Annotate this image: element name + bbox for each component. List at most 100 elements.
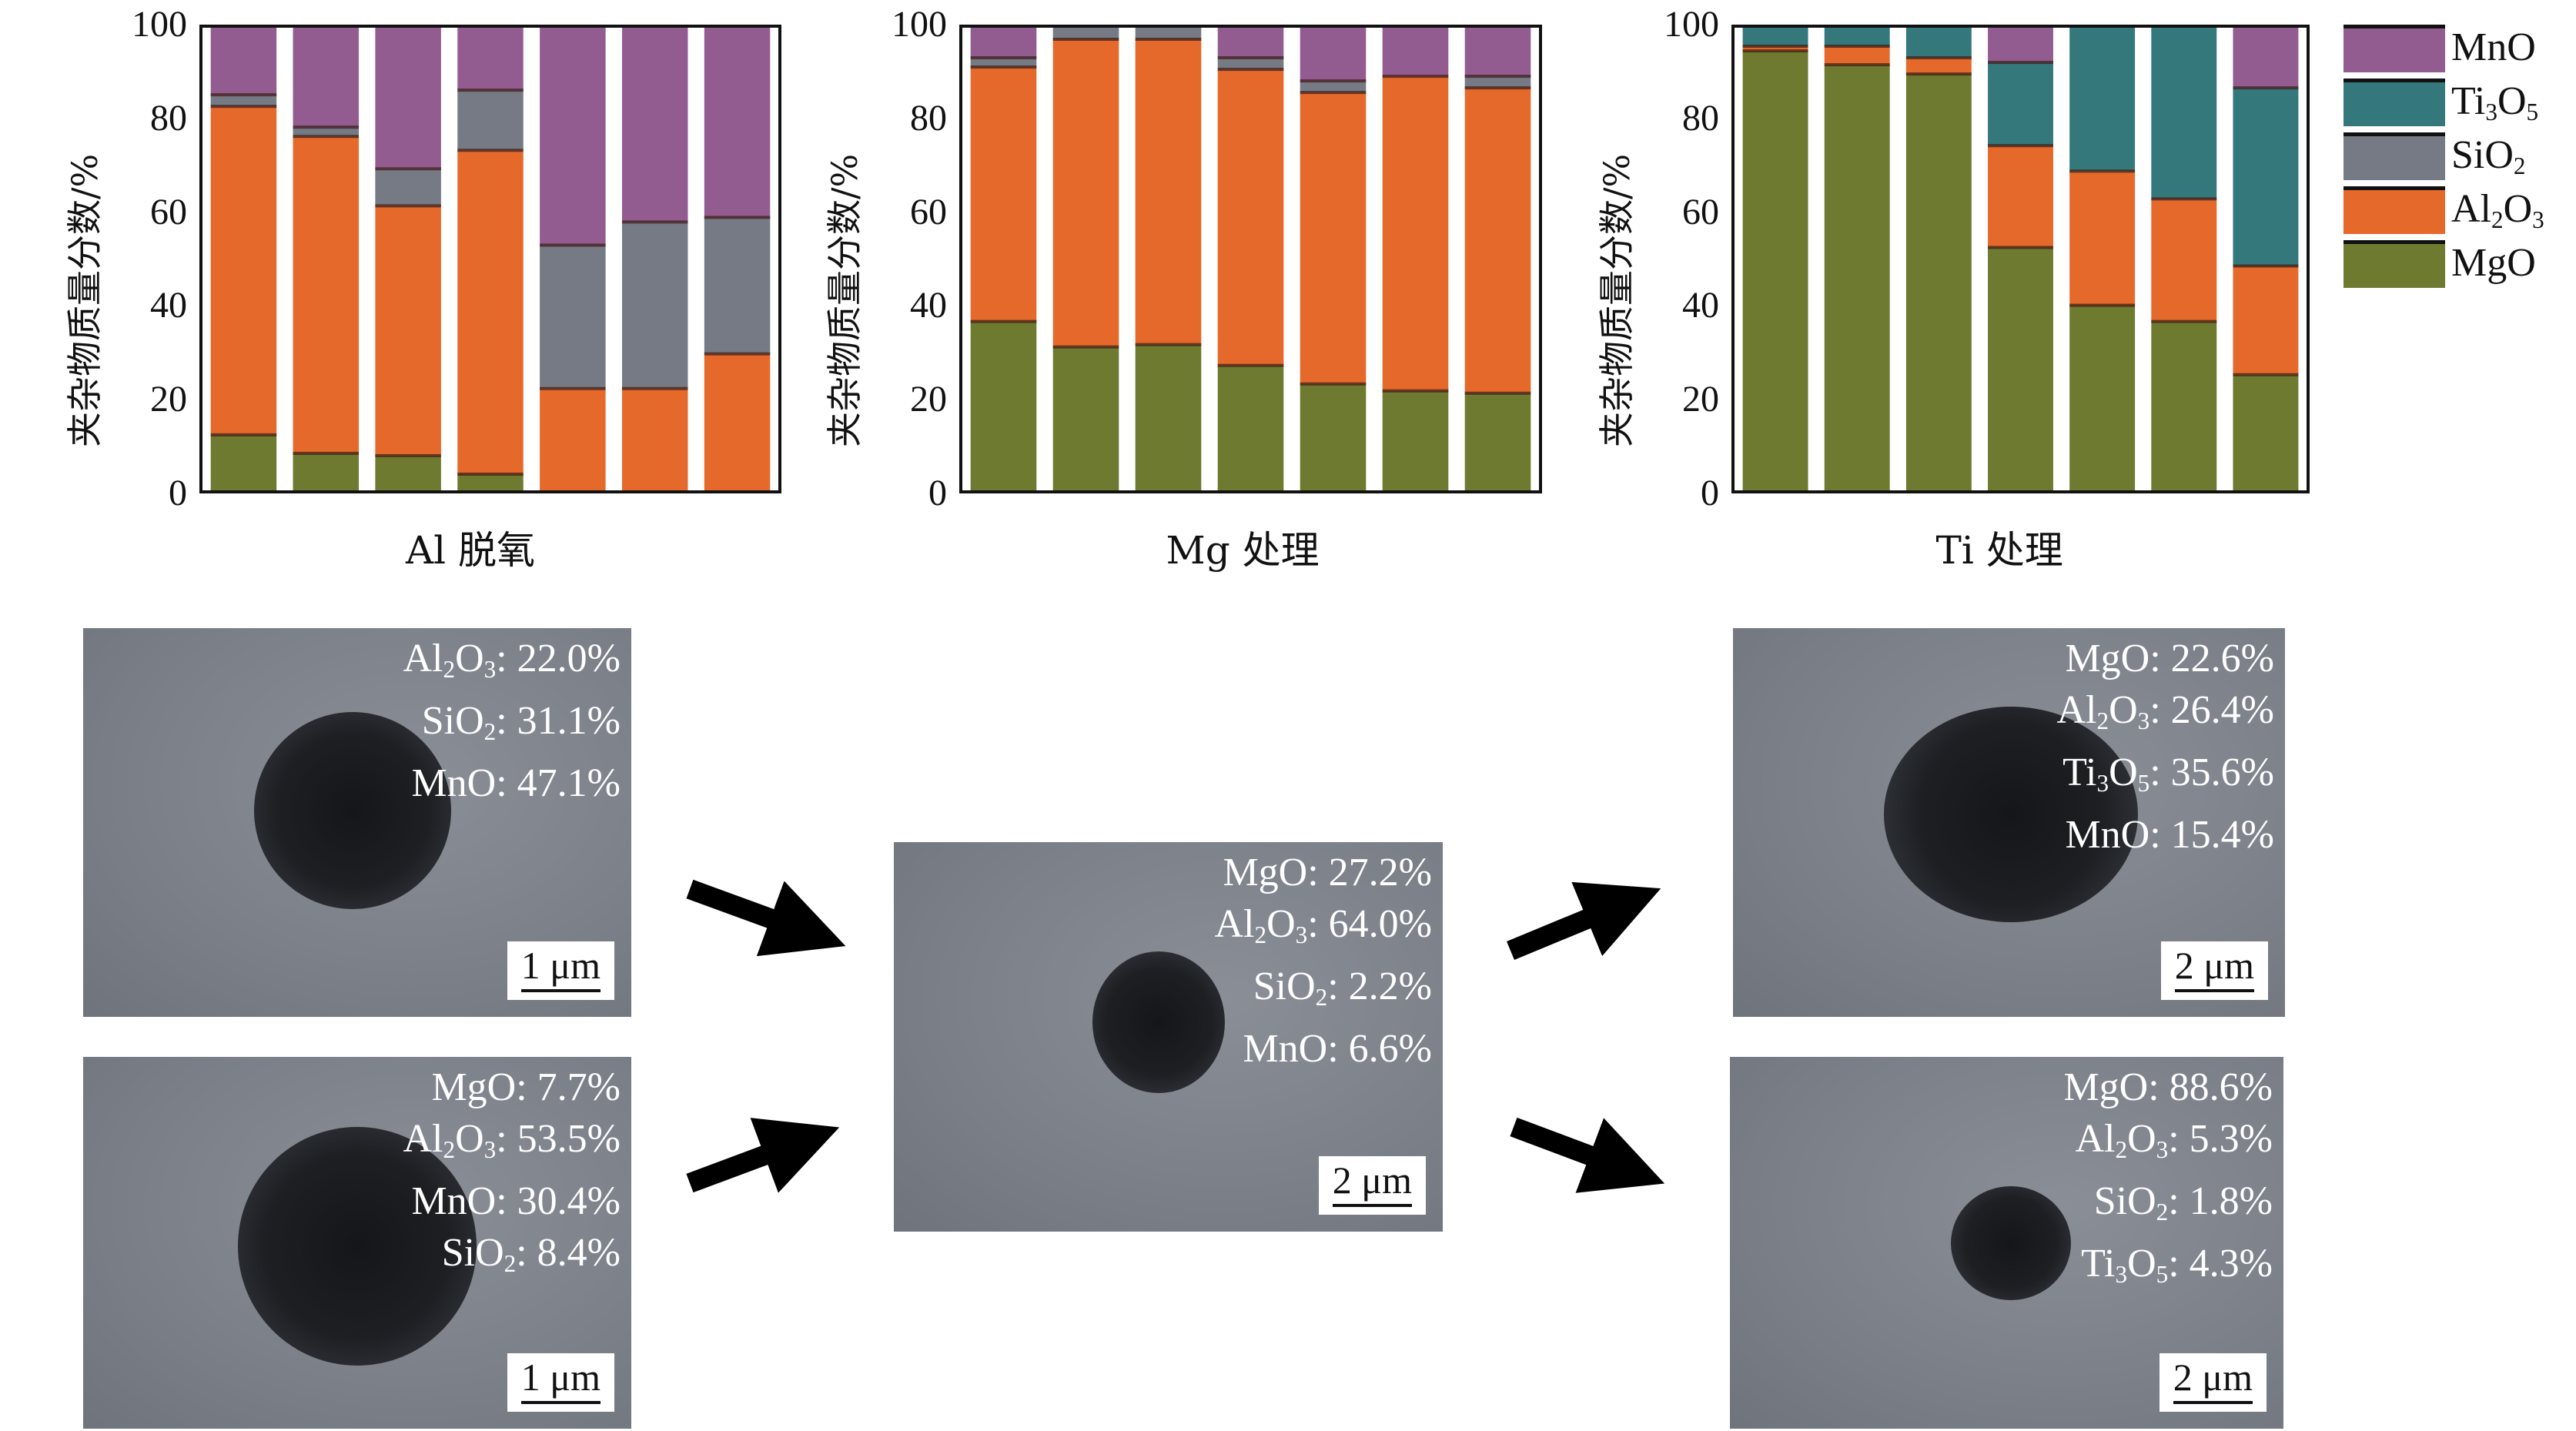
bar-segment-ti3o5 [2233, 88, 2299, 266]
composition-list: MgO: 27.2% Al2O3: 64.0% SiO2: 2.2% MnO: 6.6… [1214, 847, 1432, 1075]
segment-divider [970, 319, 1037, 323]
segment-divider [704, 216, 771, 219]
scale-bar: 1 μm [507, 941, 614, 1000]
bar-segment-mgo [293, 453, 360, 490]
bar-segment-sio2 [1052, 28, 1119, 40]
segment-divider [1217, 363, 1284, 367]
bar-segment-mno [970, 28, 1037, 59]
segment-divider [2069, 303, 2136, 307]
composition-line: Al2O3: 26.4% [2056, 688, 2274, 734]
stacked-bar-chart: 夹杂物质量分数/% 0 20 40 60 80 100 Ti 处理 [0, 0, 2576, 585]
segment-divider [1300, 91, 1367, 95]
composition-list: MgO: 88.6% Al2O3: 5.3% SiO2: 1.8% Ti3O5: 4.… [2063, 1062, 2273, 1299]
composition-line: Ti3O5: 4.3% [2081, 1241, 2273, 1288]
bar-segment-mno [2233, 28, 2299, 89]
bar-segment-al2o3 [2151, 199, 2217, 322]
bar-segment-mno [704, 28, 771, 218]
stacked-bar-chart: 夹杂物质量分数/% 0 20 40 60 80 100 Mg 处理 [0, 0, 2576, 585]
bar-segment-al2o3 [621, 388, 688, 490]
bar-segment-mno [1988, 28, 2053, 63]
scale-bar-label: 2 μm [2174, 944, 2254, 987]
segment-divider [1300, 382, 1367, 386]
bar-segment-mgo [1824, 65, 1890, 490]
bars [970, 28, 1531, 490]
bar-segment-al2o3 [1217, 69, 1284, 366]
bar-segment-mno [457, 28, 524, 91]
segment-divider [1988, 246, 2053, 249]
segment-divider [704, 352, 771, 356]
scale-bar: 2 μm [1318, 1156, 1426, 1215]
scale-bar-line [520, 1401, 601, 1404]
bar-segment-mno [210, 28, 277, 95]
bar-segment-al2o3 [375, 206, 441, 456]
bar-segment-mno [1300, 28, 1367, 82]
legend-swatch [2343, 240, 2445, 288]
sem-micrograph-ti-top: MgO: 22.6% Al2O3: 26.4% Ti3O5: 35.6% MnO: 1… [1733, 628, 2285, 1017]
y-tick-label: 20 [1682, 379, 1719, 420]
segment-divider [457, 149, 524, 152]
bar-segment-mno [375, 28, 441, 169]
segment-divider [1135, 343, 1202, 346]
scale-bar: 1 μm [507, 1353, 614, 1412]
sem-micrograph-al-bottom: MgO: 7.7% Al2O3: 53.5% MnO: 30.4% SiO2: 8.4… [83, 1057, 631, 1429]
bar-segment-mno [1464, 28, 1531, 77]
bar-segment-mgo [2151, 321, 2217, 490]
bar-segment-mgo [1217, 365, 1284, 490]
sem-micrograph-mg-center: MgO: 27.2% Al2O3: 64.0% SiO2: 2.2% MnO: 6.6… [894, 842, 1443, 1232]
composition-list: MgO: 22.6% Al2O3: 26.4% Ti3O5: 35.6% MnO: 1… [2056, 633, 2274, 861]
y-tick-label: 40 [910, 285, 947, 326]
composition-line: SiO2: 8.4% [441, 1230, 621, 1277]
y-tick-label: 0 [1701, 473, 1719, 513]
segment-divider [210, 105, 277, 109]
bar-segment-al2o3 [1905, 58, 1972, 75]
segment-divider [375, 453, 441, 457]
legend-label: SiO2 [2451, 133, 2526, 179]
segment-divider [970, 65, 1037, 69]
composition-line: Al2O3: 22.0% [403, 637, 621, 683]
bar-segment-mno [621, 28, 688, 222]
composition-line: MnO: 6.6% [1243, 1026, 1432, 1071]
composition-line: Al2O3: 5.3% [2075, 1117, 2273, 1163]
arrow-icon [686, 1118, 840, 1193]
segment-divider [540, 386, 606, 390]
bar-segment-mgo [1052, 346, 1119, 490]
segment-divider [293, 125, 360, 129]
bar-segment-al2o3 [2233, 266, 2299, 375]
sem-micrograph-ti-bottom: MgO: 88.6% Al2O3: 5.3% SiO2: 1.8% Ti3O5: 4.… [1730, 1057, 2283, 1429]
composition-line: MnO: 30.4% [411, 1179, 621, 1223]
bar-segment-ti3o5 [2151, 28, 2217, 199]
bar-segment-al2o3 [210, 106, 277, 435]
bar-segment-al2o3 [1988, 145, 2053, 248]
bar-segment-mno [1217, 28, 1284, 59]
bar-segment-mgo [1135, 344, 1202, 490]
bar-segment-al2o3 [1135, 39, 1202, 345]
segment-divider [293, 451, 360, 455]
bars [210, 28, 771, 490]
segment-divider [1052, 38, 1119, 42]
composition-list: MgO: 7.7% Al2O3: 53.5% MnO: 30.4% SiO2: 8.4… [403, 1062, 621, 1289]
bar-segment-mgo [375, 455, 441, 490]
legend-label: Ti3O5 [2451, 79, 2539, 125]
segment-divider [1217, 68, 1284, 72]
segment-divider [2233, 373, 2299, 376]
bar-segment-al2o3 [970, 67, 1037, 322]
bar-segment-al2o3 [540, 388, 606, 490]
segment-divider [210, 433, 277, 436]
segment-divider [210, 93, 277, 97]
bar-segment-al2o3 [704, 353, 771, 490]
bar-segment-sio2 [1464, 76, 1531, 89]
bar-segment-sio2 [1135, 28, 1202, 40]
segment-divider [540, 243, 606, 247]
inclusion-particle [254, 712, 451, 909]
bar-segment-al2o3 [1824, 46, 1890, 65]
segment-divider [1052, 345, 1119, 349]
bar-segment-mgo [2233, 374, 2299, 490]
bar-segment-mgo [1742, 51, 1808, 490]
y-tick-label: 80 [1682, 97, 1719, 139]
inclusion-particle [1884, 707, 2138, 922]
segment-divider [621, 220, 688, 224]
bar-segment-sio2 [375, 169, 441, 206]
inclusion-particle [238, 1127, 477, 1366]
composition-line: SiO2: 31.1% [421, 698, 621, 745]
segment-divider [2151, 319, 2217, 323]
